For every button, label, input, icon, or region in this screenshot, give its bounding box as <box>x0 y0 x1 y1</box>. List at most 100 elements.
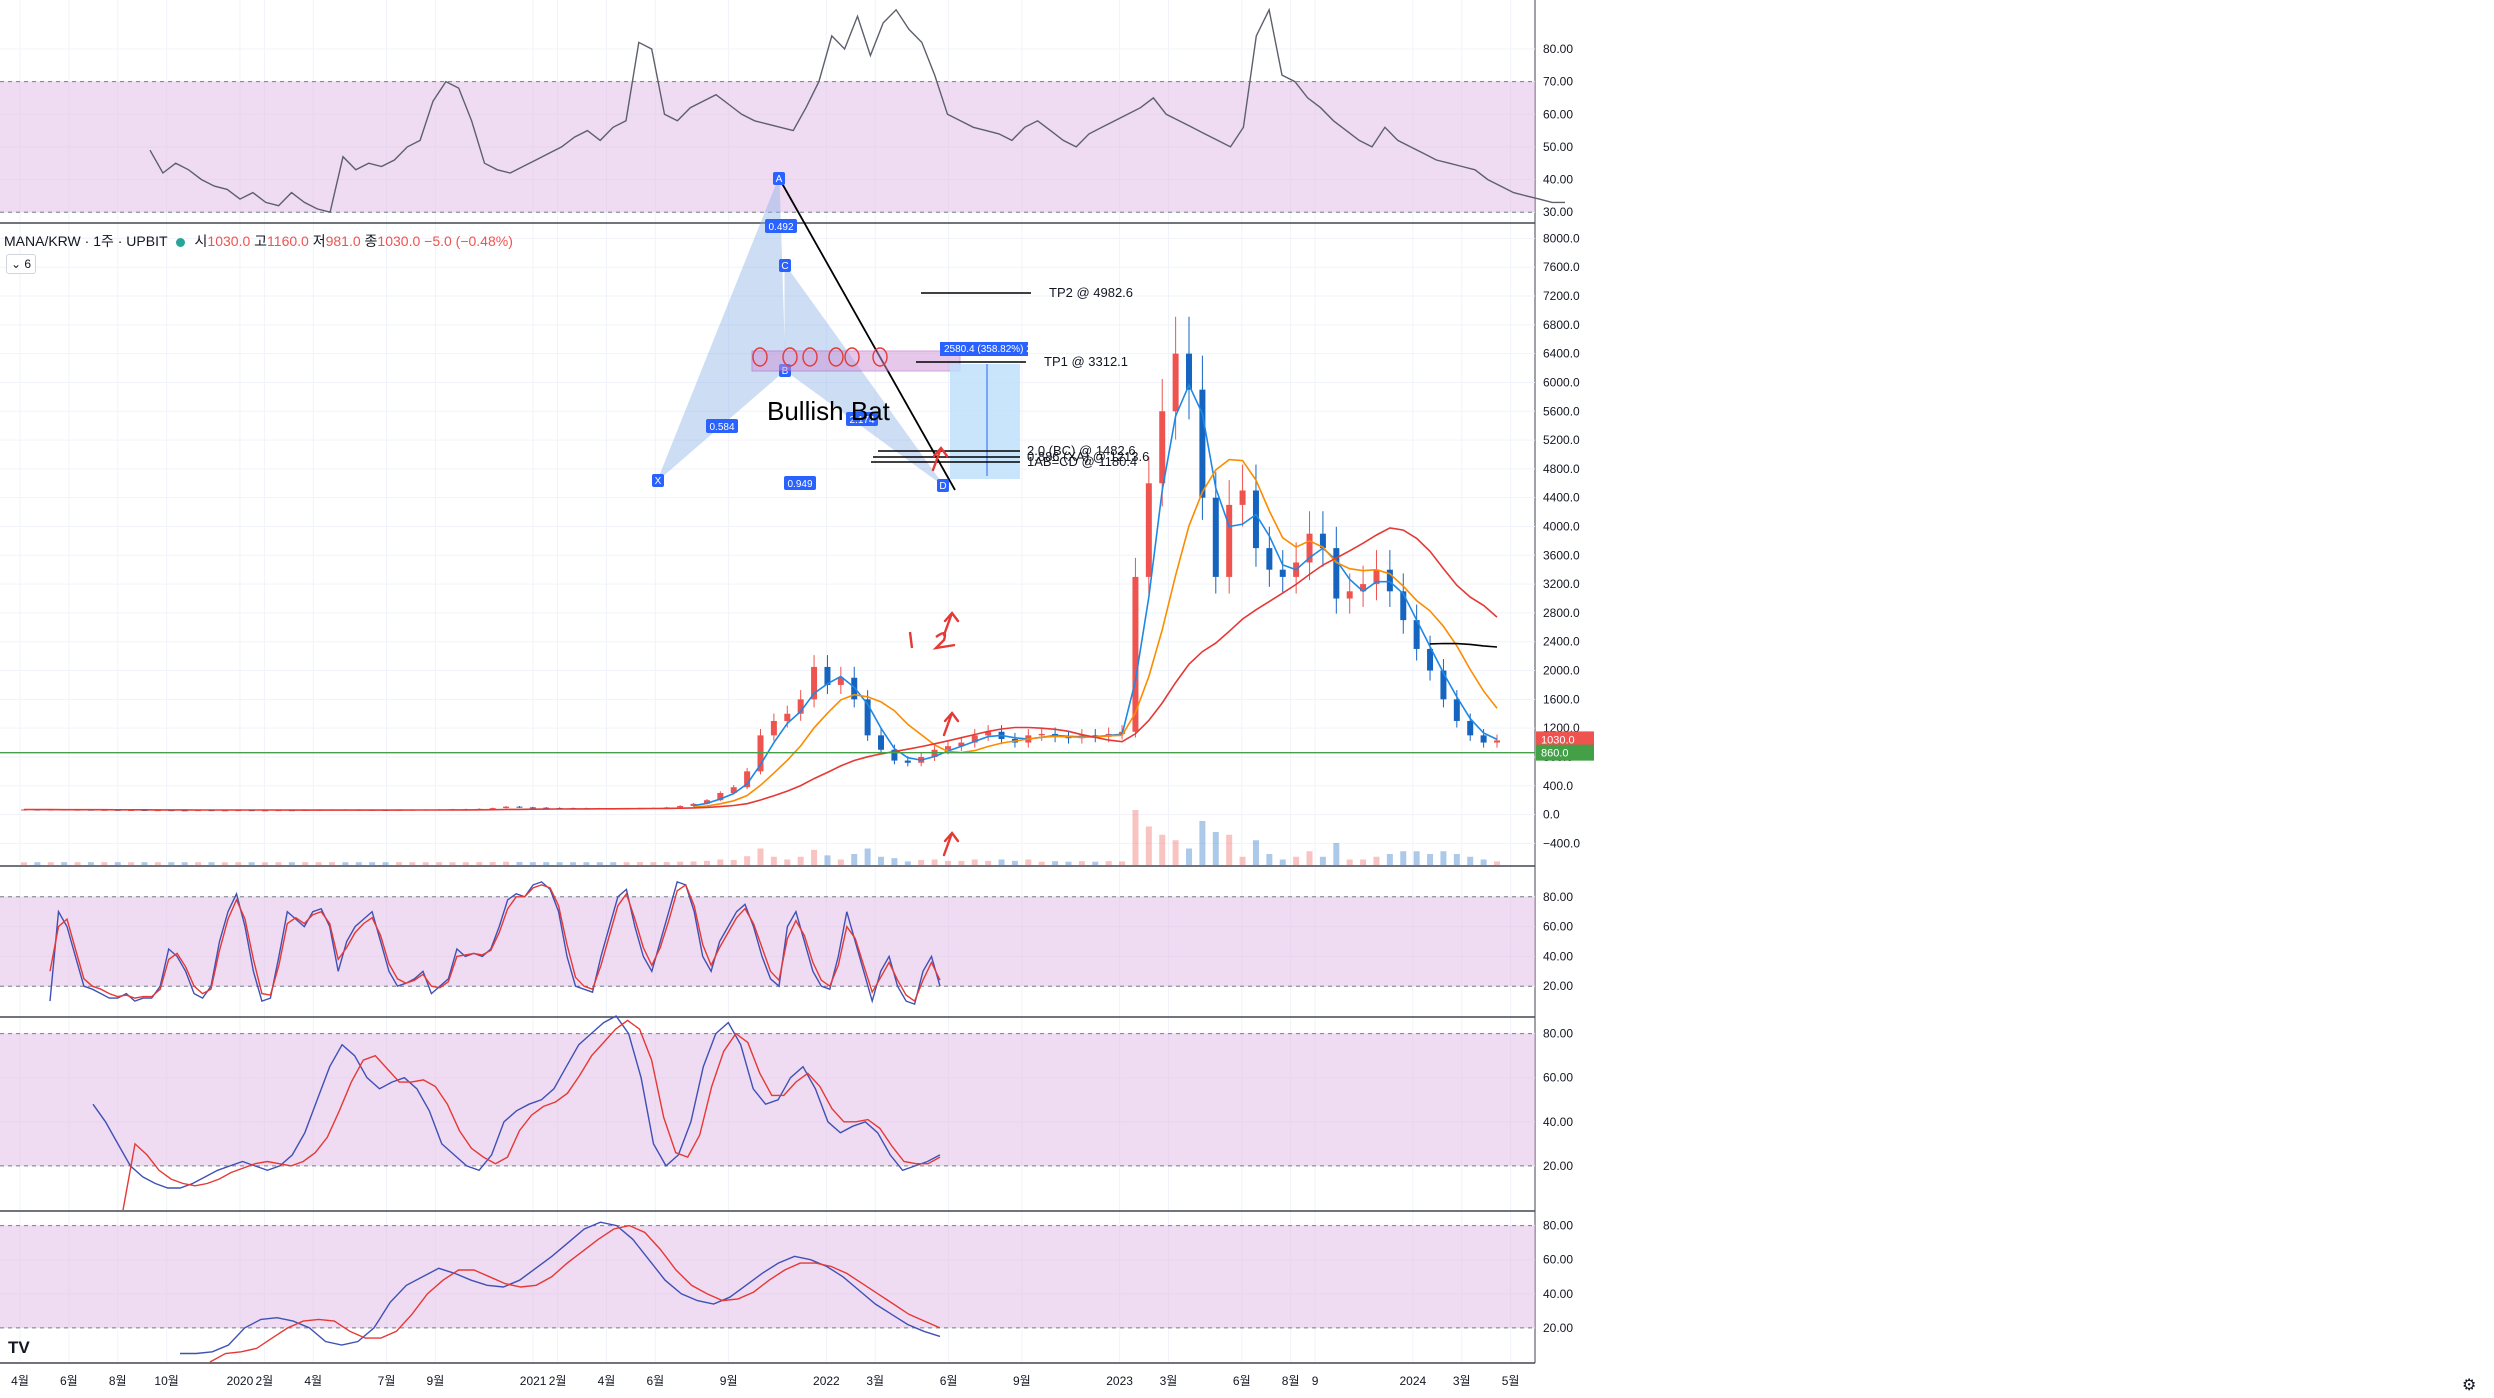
y-axis-tick-label: 400.0 <box>1543 779 1573 793</box>
volume-bar <box>1467 856 1474 865</box>
tp2-label: TP2 @ 4982.6 <box>1049 285 1133 300</box>
ratio-label: 0.584 <box>709 422 734 433</box>
volume-bar <box>1011 860 1018 865</box>
candle-body <box>1038 733 1045 736</box>
stoch2-up-arrow <box>942 711 960 737</box>
gear-icon[interactable]: ⚙ <box>2462 1375 2477 1394</box>
volume-bar <box>596 862 603 865</box>
pattern-point-a: A <box>776 174 783 185</box>
abcd-level-label: 1AB=CD @ 1180.4 <box>1027 454 1137 469</box>
y-axis-tick-label: 80.00 <box>1543 1219 1573 1233</box>
x-axis-tick-label: 4월 <box>598 1374 616 1388</box>
candle-body <box>1413 620 1420 649</box>
candle-body <box>797 699 804 714</box>
pattern-point-x: X <box>655 476 662 487</box>
ratio-badge <box>706 419 738 433</box>
x-axis-tick-label: 8월 <box>1282 1374 1300 1388</box>
volume-bar <box>811 849 818 865</box>
overbought-oversold-band <box>0 1033 1535 1166</box>
volume-bar <box>1427 854 1434 865</box>
volume-bar <box>1052 861 1059 865</box>
tp1-label: TP1 @ 3312.1 <box>1044 354 1128 369</box>
y-axis-tick-label: 6000.0 <box>1543 375 1580 389</box>
volume-bar <box>262 862 269 865</box>
volume-bar <box>985 860 992 865</box>
x-axis-tick-label: 6월 <box>1233 1374 1251 1388</box>
x-axis-tick-label: 2022 <box>813 1374 840 1388</box>
volume-bar <box>1400 851 1407 865</box>
volume-bar <box>34 862 41 865</box>
open-value: 1030.0 <box>207 233 251 249</box>
y-axis-tick-label: 60.00 <box>1543 1253 1573 1267</box>
x-axis-tick-label: 2020 <box>227 1374 254 1388</box>
volume-bar <box>556 862 563 865</box>
y-axis-tick-label: 30.00 <box>1543 205 1573 219</box>
candle-body <box>891 749 898 761</box>
volume-bar <box>47 862 54 865</box>
open-label: 시 <box>194 233 208 249</box>
change-value: −5.0 (−0.48%) <box>424 233 513 249</box>
reversal-circle <box>752 347 768 367</box>
symbol-label[interactable]: MANA/KRW · 1주 · UPBIT <box>4 233 168 249</box>
pattern-point-c: C <box>781 261 788 272</box>
volume-bar <box>1360 859 1367 865</box>
stoch2-series-1 <box>122 1019 941 1211</box>
volume-bar <box>744 856 751 865</box>
volume-bar <box>436 862 443 865</box>
candle-body <box>1266 548 1273 570</box>
reversal-zone <box>751 350 961 372</box>
overbought-oversold-band <box>0 1225 1535 1328</box>
volume-bar <box>757 848 764 865</box>
tradingview-logo[interactable]: TV <box>8 1338 30 1357</box>
volume-bar <box>328 862 335 865</box>
candle-body <box>677 805 684 808</box>
ma-mid-line <box>693 458 1498 808</box>
y-axis-tick-label: 4800.0 <box>1543 462 1580 476</box>
candle-body <box>744 771 751 788</box>
y-axis-tick-label: 40.00 <box>1543 1287 1573 1301</box>
volume-bar <box>1105 861 1112 865</box>
candle-body <box>837 677 844 685</box>
candle-body <box>1386 569 1393 592</box>
y-axis-tick-label: 80.00 <box>1543 890 1573 904</box>
handwritten-2 <box>932 632 956 650</box>
candle-body <box>931 749 938 757</box>
low-value: 981.0 <box>325 233 361 249</box>
price-up-arrow <box>931 446 949 472</box>
volume-bar <box>74 862 81 865</box>
candle-body <box>1480 735 1487 743</box>
volume-bar <box>1199 821 1206 865</box>
volume-bar <box>1279 859 1286 865</box>
y-axis-tick-label: 5600.0 <box>1543 404 1580 418</box>
ratio-label: 2.174 <box>849 415 874 426</box>
volume-bar <box>797 856 804 865</box>
reversal-circle <box>828 347 844 367</box>
x-axis-tick-label: 4월 <box>304 1374 322 1388</box>
candle-body <box>784 713 791 721</box>
stoch2-series-0 <box>92 1015 941 1189</box>
y-axis-tick-label: 50.00 <box>1543 140 1573 154</box>
volume-bar <box>837 859 844 865</box>
candle-body <box>864 699 871 736</box>
volume-bar <box>529 862 536 865</box>
x-axis-tick-label: 6월 <box>60 1374 78 1388</box>
pattern-point-badge <box>773 172 785 185</box>
y-axis-tick-label: 0.0 <box>1543 808 1560 822</box>
volume-bar <box>248 862 255 865</box>
candle-body <box>516 806 523 808</box>
stoch3-series-1 <box>209 1224 941 1363</box>
volume-bar <box>1092 861 1099 865</box>
last-price-label: 1030.0 <box>1541 734 1575 746</box>
candle-body <box>503 806 510 809</box>
volume-bar <box>636 862 643 865</box>
x-axis-tick-label: 2023 <box>1106 1374 1133 1388</box>
candle-body <box>1172 353 1179 412</box>
ratio-label: 0.949 <box>787 479 812 490</box>
indicator-collapse-button[interactable]: ⌄ 6 <box>6 254 36 274</box>
xa-level-label: 0.886 (XA) @ 1213.6 <box>1027 449 1149 464</box>
pattern-point-badge <box>937 479 949 492</box>
candle-body <box>1306 533 1313 563</box>
volume-bar <box>87 862 94 865</box>
candle-body <box>1239 490 1246 505</box>
y-axis-tick-label: 60.00 <box>1543 920 1573 934</box>
